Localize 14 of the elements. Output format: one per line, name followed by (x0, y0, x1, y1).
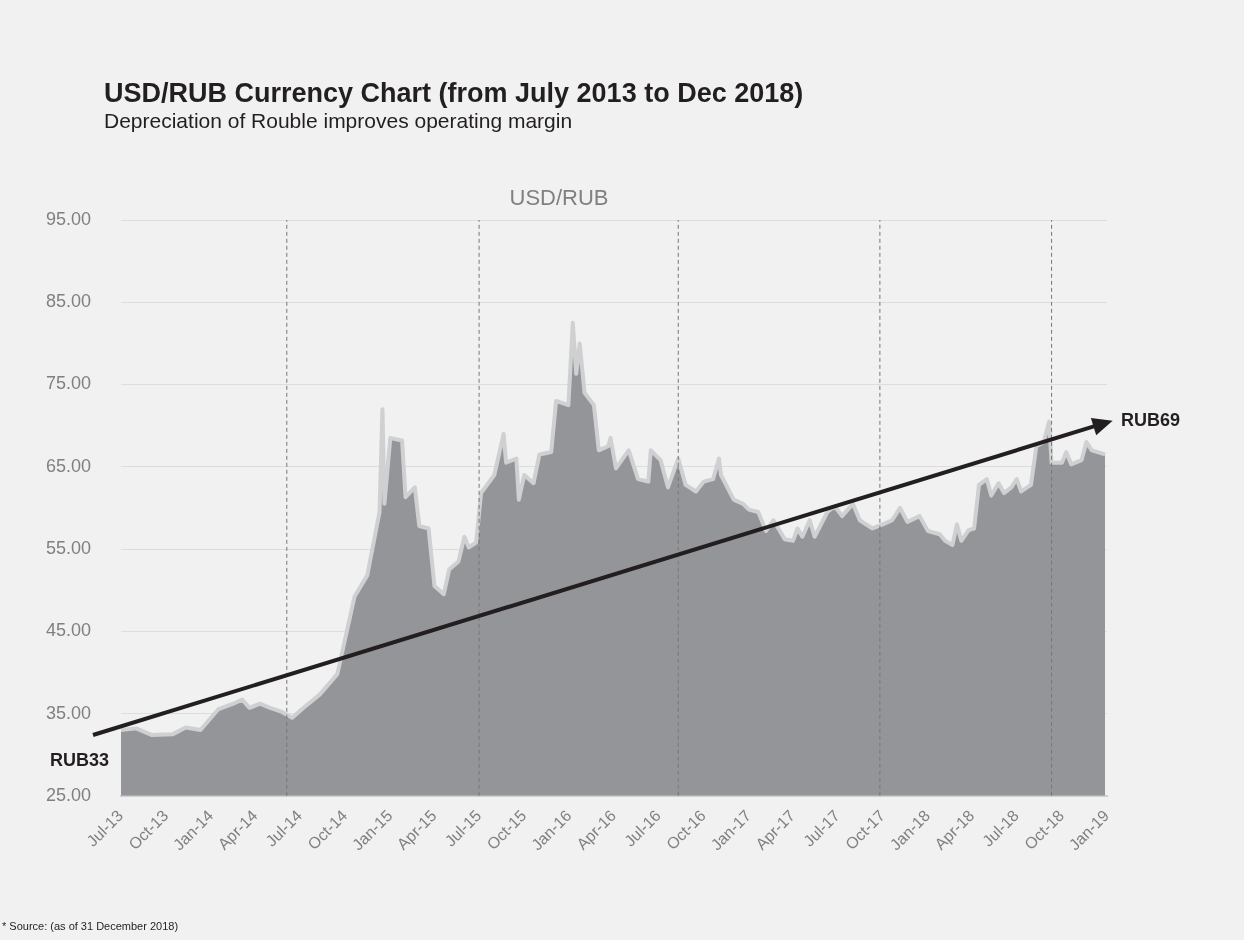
y-tick-label: 75.00 (45, 373, 91, 394)
y-tick-label: 85.00 (45, 291, 91, 312)
chart-subtitle: Depreciation of Rouble improves operating margin (104, 109, 574, 133)
y-tick-label: 65.00 (45, 455, 91, 476)
y-tick-label: 95.00 (45, 208, 91, 229)
text: * Source: (as of 31 December 2018) (2, 920, 179, 932)
text: RUB69 (1121, 410, 1181, 431)
chart-title: USD/RUB Currency Chart (from July 2013 to Dec 2018) (104, 78, 804, 109)
y-tick-label: 55.00 (45, 538, 91, 559)
text: RUB33 (50, 750, 110, 771)
y-tick-label: 25.00 (45, 784, 91, 805)
text: USD/RUB (509, 185, 609, 211)
y-tick-label: 35.00 (45, 702, 91, 723)
y-tick-label: 45.00 (45, 620, 91, 641)
